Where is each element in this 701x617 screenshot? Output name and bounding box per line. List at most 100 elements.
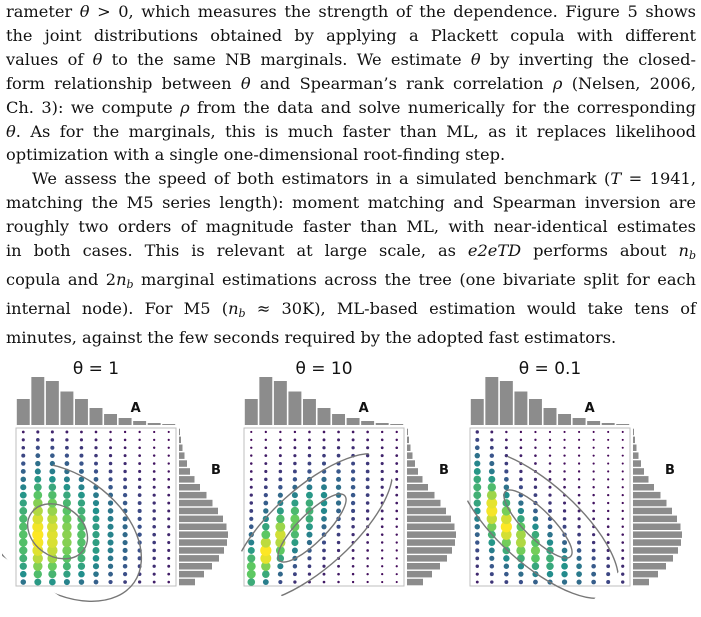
marginal-a-bar: [361, 421, 375, 425]
joint-point: [592, 438, 595, 441]
joint-point: [366, 541, 370, 544]
joint-point: [488, 547, 495, 554]
joint-point: [621, 454, 624, 457]
joint-point: [351, 446, 355, 450]
joint-point: [305, 499, 314, 507]
marginal-b-bar: [407, 570, 432, 578]
joint-point: [607, 486, 610, 489]
joint-point: [264, 446, 268, 450]
marginal-b-bar: [179, 444, 183, 451]
joint-point: [380, 549, 384, 552]
joint-point: [592, 478, 595, 481]
joint-point: [48, 490, 57, 500]
joint-point: [321, 461, 327, 466]
panel-theta-10-plot: θ = 10 A B: [230, 359, 456, 604]
joint-point: [473, 507, 481, 515]
marginal-b-bar: [179, 428, 180, 436]
marginal-b-bar: [633, 570, 658, 578]
joint-point: [395, 525, 398, 528]
joint-point: [307, 461, 312, 466]
joint-point: [534, 430, 537, 434]
joint-point: [122, 555, 128, 561]
text-segment: e2eTD: [467, 241, 522, 261]
text-line: internal node). For M5 (nb ≈ 30K), ML-ba…: [6, 297, 696, 326]
joint-point: [292, 477, 298, 482]
joint-point: [501, 537, 511, 548]
joint-point: [591, 579, 596, 585]
joint-point: [65, 445, 69, 450]
marginal-b-bar: [407, 491, 435, 499]
joint-point: [530, 545, 541, 556]
joint-point: [606, 556, 610, 561]
joint-point: [92, 523, 100, 531]
joint-point: [475, 556, 480, 561]
joint-point: [322, 446, 326, 450]
joint-point: [532, 516, 539, 522]
marginal-b-bar: [179, 484, 200, 491]
joint-point: [63, 570, 71, 578]
joint-point: [63, 483, 71, 491]
joint-point: [351, 516, 355, 521]
joint-point: [122, 563, 128, 569]
joint-point: [122, 524, 128, 530]
joint-point: [152, 517, 156, 521]
joint-point: [250, 430, 253, 434]
joint-point: [108, 477, 113, 482]
joint-point: [50, 453, 55, 458]
panel-theta-1-plot: θ = 1 A B: [0, 359, 228, 603]
marginal-b-bar: [407, 547, 452, 554]
joint-point: [486, 490, 497, 501]
joint-point: [548, 454, 552, 457]
joint-point: [519, 438, 523, 442]
joint-point: [534, 454, 537, 457]
joint-point: [621, 525, 624, 528]
joint-point: [395, 580, 398, 584]
joint-point: [395, 517, 398, 521]
joint-point: [19, 522, 28, 531]
marginal-b-bar: [633, 491, 661, 499]
joint-point: [307, 564, 312, 569]
marginal-b-bar: [633, 499, 667, 507]
marginal-b-bar: [179, 507, 218, 515]
text-line: the joint distributions obtained by appl…: [6, 24, 696, 48]
joint-point: [504, 446, 508, 450]
joint-point: [621, 486, 624, 489]
marginal-b-bar: [179, 460, 187, 467]
joint-point: [94, 461, 98, 466]
joint-point: [262, 515, 269, 522]
joint-point: [504, 461, 509, 466]
text-segment: > 0, which measures the strength of the …: [89, 2, 696, 21]
marginal-a-bar: [317, 408, 331, 425]
marginal-b-bar: [179, 491, 207, 499]
joint-point: [62, 562, 71, 571]
joint-point: [32, 521, 44, 533]
marginal-a-bar: [528, 399, 542, 425]
marginal-b-bar: [407, 468, 418, 475]
joint-point: [122, 500, 128, 506]
joint-point: [519, 454, 523, 458]
joint-point: [153, 430, 156, 434]
joint-point: [322, 564, 326, 568]
joint-point: [62, 514, 72, 524]
joint-point: [591, 571, 597, 577]
joint-point: [276, 514, 285, 524]
marginal-b-bar: [179, 436, 181, 444]
joint-point: [305, 523, 313, 531]
joint-point: [488, 475, 496, 483]
joint-point: [108, 484, 113, 490]
joint-point: [63, 491, 71, 499]
joint-point: [249, 501, 254, 505]
joint-point: [487, 522, 497, 532]
marginal-a-bar: [133, 421, 147, 425]
text-line: copula and 2nb marginal estimations acro…: [6, 268, 696, 297]
text-segment: Ch. 3): we compute: [6, 97, 181, 117]
panel-theta-10: θ = 10 A B: [230, 344, 460, 613]
joint-point: [94, 453, 98, 458]
marginal-b-bar: [633, 531, 682, 538]
joint-point: [20, 476, 27, 483]
joint-point: [546, 554, 554, 563]
joint-point: [137, 556, 142, 561]
text-segment: performs about: [521, 241, 679, 261]
joint-point: [108, 579, 113, 585]
joint-point: [47, 498, 57, 508]
